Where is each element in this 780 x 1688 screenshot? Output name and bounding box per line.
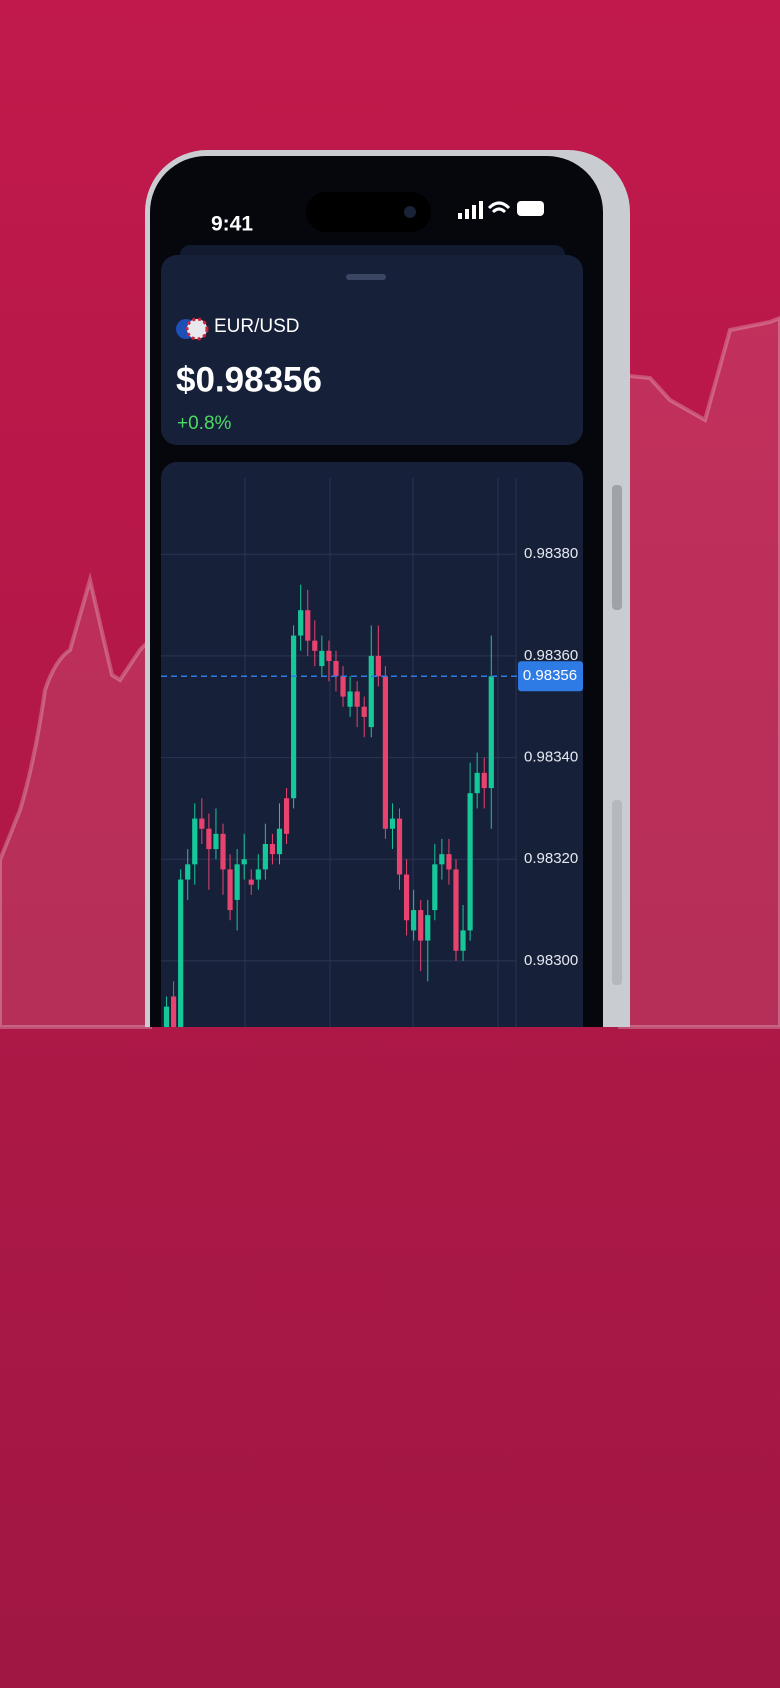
candle-body (432, 864, 438, 911)
candle-body (241, 859, 247, 865)
candle-body (269, 844, 276, 855)
candle-body (439, 854, 445, 865)
y-tick-label: 0.98300 (524, 952, 578, 969)
phone: 9:41 EUR/USD $0.98356 +0.8% 0.983000.983… (145, 150, 630, 1027)
status-time: 9:41 (211, 213, 253, 236)
candle-body (488, 676, 494, 789)
candle-body (446, 854, 452, 870)
grabber (346, 274, 386, 280)
us-flag (185, 317, 209, 341)
pair: EUR/USD (214, 316, 300, 337)
candle-body (262, 844, 268, 870)
candle-body (403, 874, 410, 921)
side-button (612, 800, 622, 985)
candle-body (255, 869, 261, 880)
candle-body (248, 879, 254, 885)
y-tick-label: 0.98360 (524, 647, 578, 664)
candle-body (418, 910, 424, 941)
candle-body (481, 772, 487, 789)
change: +0.8% (177, 413, 232, 434)
chart-card (161, 462, 583, 1027)
candle-body (467, 793, 473, 931)
candle-body (354, 691, 360, 707)
last-price-label: 0.98356 (523, 667, 577, 684)
candle-body (276, 828, 283, 855)
candle-body (213, 833, 219, 850)
candle-body (178, 879, 184, 1027)
candle-body (389, 818, 396, 829)
candle-body (185, 864, 191, 880)
candle-body (382, 676, 388, 829)
decor-area (618, 315, 780, 1029)
candle-body (340, 676, 346, 697)
signal-icon (458, 201, 483, 219)
battery-icon (517, 201, 544, 216)
camera (404, 206, 416, 218)
candle-body (361, 706, 367, 717)
candle-body (474, 772, 480, 794)
candle-body (460, 930, 466, 951)
vertical-grid (244, 478, 517, 1027)
candle-body (425, 915, 431, 941)
candle-body (305, 610, 311, 641)
candle-body (347, 691, 353, 707)
candle-body (227, 869, 233, 911)
ticker-card (161, 255, 583, 445)
candle-body (220, 833, 226, 870)
candle-body (453, 869, 459, 951)
candle-body (163, 1006, 170, 1027)
candles (163, 584, 494, 1027)
decor-area (0, 572, 152, 1029)
candle-body (234, 864, 240, 900)
y-tick-label: 0.98380 (524, 545, 578, 562)
y-tick-label: 0.98340 (524, 749, 578, 766)
wifi-icon (487, 201, 511, 214)
candle-body (326, 650, 332, 661)
candle-body (298, 610, 304, 636)
candle-body (396, 818, 403, 875)
candle-body (199, 818, 205, 829)
candle-body (312, 640, 318, 651)
y-tick-label: 0.98320 (524, 850, 578, 867)
side-button (612, 485, 622, 610)
candle-body (283, 798, 290, 834)
candle-body (192, 818, 198, 865)
candle-body (170, 996, 177, 1027)
candle-body (411, 910, 417, 931)
candle-body (368, 655, 374, 728)
candle-chart: 0.98300 0.98320 0.98340 0.98360 0.98380 0.983… (161, 545, 583, 1027)
candle-body (206, 828, 212, 850)
candle-body (333, 661, 339, 677)
dynamic-island (306, 192, 431, 232)
last-price-tag (518, 661, 583, 692)
candle-body (291, 635, 297, 799)
candle-body (319, 650, 325, 667)
candle-body (375, 655, 381, 677)
price: $0.98356 (176, 360, 322, 399)
